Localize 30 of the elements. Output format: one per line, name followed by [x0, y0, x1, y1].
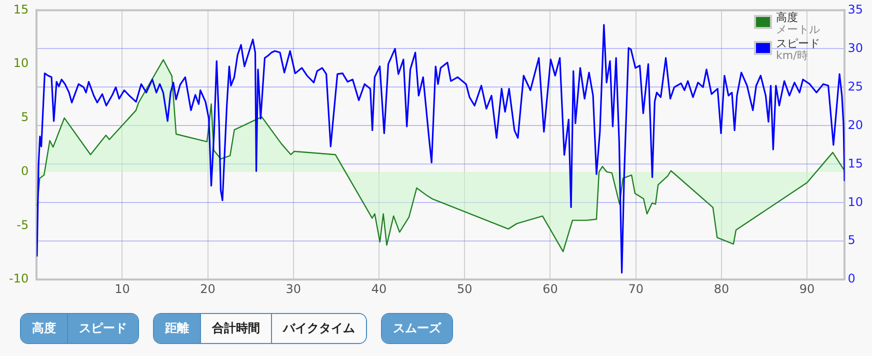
- button-group: スムーズ: [381, 313, 453, 344]
- y-tick-label: 5: [20, 110, 29, 124]
- y2-tick-label: 35: [848, 2, 864, 16]
- y2-tick-label: 25: [848, 79, 864, 94]
- y-tick-label: 10: [13, 56, 29, 70]
- legend-label: スピード: [776, 37, 820, 50]
- x-tick-label: 70: [628, 282, 644, 296]
- y2-tick-label: 10: [848, 194, 864, 209]
- y2-tick-label: 0: [848, 272, 856, 286]
- y2-tick-label: 30: [848, 40, 864, 55]
- y2-tick-label: 5: [848, 233, 856, 248]
- x-tick-label: 10: [114, 282, 130, 296]
- y-tick-label: -5: [16, 218, 29, 232]
- annotation: メートル: [776, 23, 820, 36]
- y2-tick-label: 15: [848, 156, 864, 170]
- x-tick-label: 60: [542, 282, 558, 296]
- x-tick-label: 90: [799, 282, 815, 296]
- x-tick-label: 30: [286, 282, 302, 296]
- button-group: 高度 スピード: [20, 313, 139, 344]
- annotation: km/時: [776, 49, 809, 62]
- x-tick-label: 20: [200, 282, 216, 296]
- y-tick-label: 0: [20, 164, 29, 178]
- x-tick-label: 50: [456, 282, 472, 296]
- y2-tick-label: 20: [848, 118, 864, 132]
- y-tick-label: 15: [13, 2, 29, 16]
- legend-label: 高度: [776, 11, 799, 24]
- button-group: 距離 合計時間 バイクタイム: [153, 313, 367, 344]
- x-tick-label: 40: [371, 282, 387, 296]
- x-tick-label: 80: [714, 282, 730, 296]
- y-tick-label: -10: [8, 272, 29, 286]
